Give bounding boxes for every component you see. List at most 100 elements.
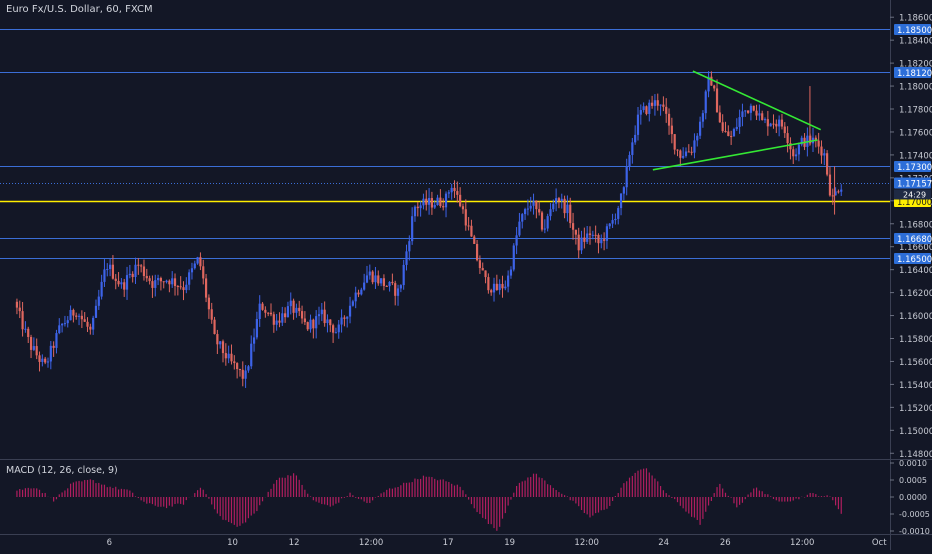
candle-body <box>75 315 78 317</box>
candle-body <box>108 264 112 269</box>
price-tick-label: 1.18400 <box>899 37 932 47</box>
candle-body <box>425 198 428 205</box>
candle-body <box>315 316 318 329</box>
candle-body <box>763 119 767 121</box>
candle-body <box>179 286 182 288</box>
level-price-tag <box>894 24 931 35</box>
candle-body <box>292 300 295 313</box>
candle-body <box>371 271 374 283</box>
candle-body <box>507 275 510 287</box>
candle-body <box>744 110 747 112</box>
candle-body <box>114 278 117 281</box>
candle-body <box>210 309 213 320</box>
candle-body <box>100 281 103 297</box>
candle-body <box>368 271 371 276</box>
candle-body <box>611 220 614 224</box>
candle-body <box>29 337 33 350</box>
candle-body <box>529 205 532 209</box>
candle-body <box>224 353 227 359</box>
candle-body <box>264 309 267 313</box>
candle-body <box>236 363 239 370</box>
candle-body <box>794 154 798 157</box>
candle-body <box>436 197 439 206</box>
candle-body <box>487 277 490 291</box>
candle-body <box>478 260 482 269</box>
date-tick-label: Oct <box>872 538 887 548</box>
candle-body <box>286 306 290 318</box>
candle-body <box>792 149 795 157</box>
candle-body <box>574 229 577 235</box>
candle-body <box>648 102 651 114</box>
candle-body <box>267 312 270 314</box>
candle-body <box>617 208 620 219</box>
candle-body <box>786 133 789 144</box>
macd-title: MACD (12, 26, close, 9) <box>6 465 118 476</box>
candle-body <box>746 110 750 113</box>
candle-body <box>35 346 38 356</box>
candle-body <box>83 319 86 322</box>
trendline <box>692 70 822 131</box>
candle-body <box>701 113 705 122</box>
candle-body <box>614 218 617 221</box>
candle-body <box>385 285 388 287</box>
candle-body <box>707 76 710 92</box>
candle-body <box>413 206 417 217</box>
candle-body <box>427 198 431 205</box>
candle-body <box>52 345 55 348</box>
candle-body <box>814 137 817 141</box>
price-tick-label: 1.16600 <box>899 243 932 253</box>
candle-body <box>450 187 453 193</box>
candle-body <box>131 273 134 278</box>
candle-body <box>665 106 668 114</box>
candle-body <box>603 239 606 241</box>
candle-body <box>693 140 696 153</box>
macd-tick-label: 0.0000 <box>899 493 927 502</box>
candle-body <box>142 266 146 277</box>
candle-body <box>38 355 41 362</box>
candle-body <box>312 319 315 329</box>
candle-body <box>690 151 693 153</box>
candle-body <box>727 131 730 137</box>
candle-body <box>467 225 470 227</box>
candle-body <box>388 281 391 287</box>
candle-body <box>560 198 563 202</box>
candle-body <box>377 275 380 284</box>
candle-body <box>233 361 236 364</box>
candle-body <box>684 151 688 156</box>
candle-body <box>27 328 30 338</box>
date-tick-label: 12 <box>289 538 300 548</box>
candle-body <box>281 313 284 323</box>
candle-body <box>134 264 137 278</box>
candle-body <box>682 155 685 158</box>
candle-body <box>303 318 306 323</box>
candle-body <box>185 284 188 291</box>
candle-body <box>332 325 335 333</box>
date-tick-label: 10 <box>227 538 238 548</box>
candle-body <box>227 353 230 359</box>
candle-body <box>475 243 479 261</box>
candle-body <box>168 280 171 285</box>
candle-body <box>151 281 154 288</box>
candle-body <box>535 200 538 210</box>
candle-body <box>724 131 727 133</box>
candle-body <box>405 251 408 265</box>
candle-body <box>148 278 151 282</box>
candle-body <box>526 208 529 210</box>
candle-body <box>219 341 222 345</box>
date-tick-label: 26 <box>720 538 731 548</box>
candle-body <box>439 197 442 207</box>
candle-body <box>625 166 628 188</box>
candle-body <box>634 134 637 143</box>
candle-body <box>120 282 123 285</box>
candle-body <box>416 206 419 209</box>
candle-body <box>591 234 594 236</box>
candle-body <box>775 123 778 127</box>
candle-body <box>128 273 131 276</box>
candle-body <box>72 309 75 316</box>
candle-body <box>159 278 163 282</box>
candle-body <box>86 321 89 327</box>
candle-body <box>337 324 340 333</box>
candle-body <box>188 272 191 285</box>
